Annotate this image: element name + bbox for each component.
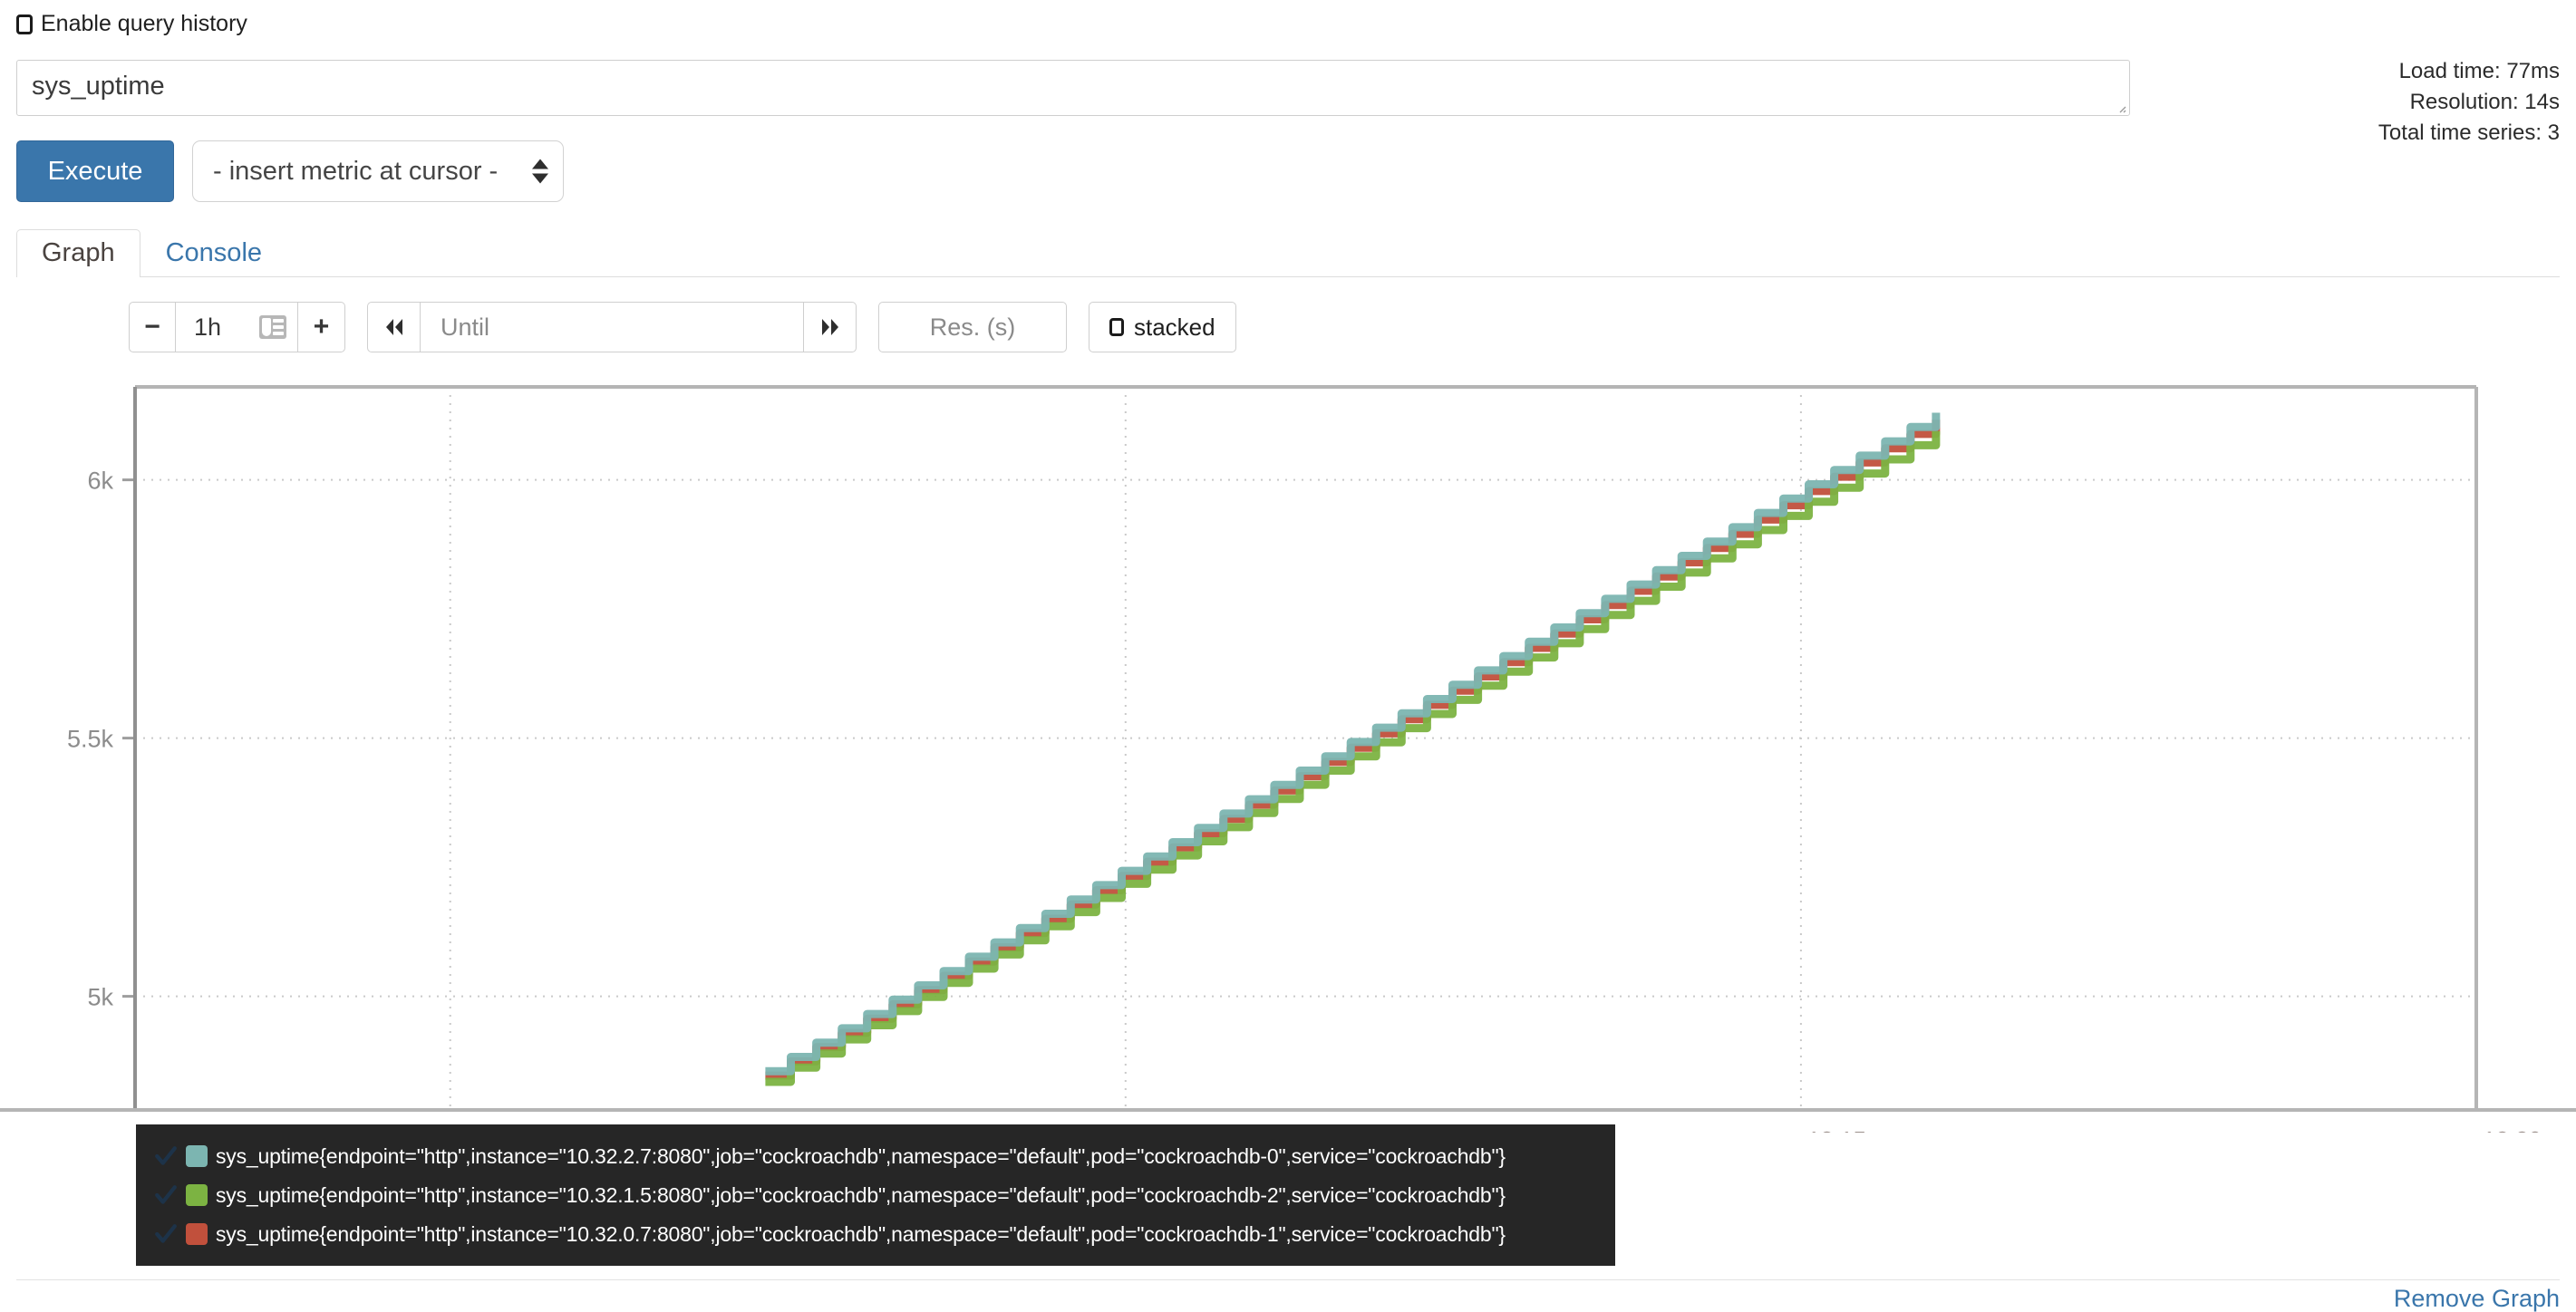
- svg-text:6k: 6k: [87, 468, 113, 495]
- graph-canvas[interactable]: 5k5.5k6k17:4518:0018:1518:30: [0, 362, 2576, 1133]
- check-icon[interactable]: [154, 1183, 178, 1207]
- legend-color-swatch: [186, 1145, 208, 1167]
- tab-graph[interactable]: Graph: [16, 229, 140, 277]
- legend-series-name: sys_uptime{endpoint="http",instance="10.…: [216, 1143, 1506, 1168]
- range-value: 1h: [194, 313, 222, 341]
- legend-item[interactable]: sys_uptime{endpoint="http",instance="10.…: [154, 1217, 1595, 1251]
- svg-text:5k: 5k: [87, 984, 113, 1011]
- until-input[interactable]: Until: [420, 302, 804, 352]
- step-forward-icon[interactable]: [804, 302, 857, 352]
- chevron-updown-icon: [532, 159, 548, 184]
- until-placeholder: Until: [441, 313, 490, 341]
- execute-button[interactable]: Execute: [16, 140, 174, 202]
- stacked-checkbox-icon[interactable]: [1109, 318, 1124, 336]
- resolution-placeholder: Res. (s): [929, 313, 1016, 341]
- svg-text:18:15: 18:15: [1807, 1126, 1866, 1133]
- remove-graph-link[interactable]: Remove Graph: [2393, 1285, 2560, 1312]
- until-control-group: Until: [367, 302, 857, 352]
- execute-row: Execute - insert metric at cursor -: [16, 140, 564, 202]
- svg-text:5.5k: 5.5k: [67, 726, 114, 753]
- double-left-arrow-icon: [385, 319, 402, 335]
- enable-query-history-toggle[interactable]: Enable query history: [16, 13, 247, 35]
- load-time-text: Load time: 77ms: [2398, 59, 2560, 83]
- stacked-label: stacked: [1134, 313, 1215, 341]
- legend-item[interactable]: sys_uptime{endpoint="http",instance="10.…: [154, 1139, 1595, 1173]
- expression-input-wrapper: [16, 60, 2130, 116]
- query-history-label: Enable query history: [41, 11, 247, 36]
- increase-range-button[interactable]: +: [298, 302, 345, 352]
- stacked-toggle[interactable]: stacked: [1089, 302, 1236, 352]
- range-input[interactable]: 1h: [176, 302, 298, 352]
- legend-color-swatch: [186, 1184, 208, 1206]
- panel-divider: [16, 1279, 2560, 1280]
- calendar-icon[interactable]: [259, 315, 286, 339]
- legend-color-swatch: [186, 1223, 208, 1245]
- legend-series-name: sys_uptime{endpoint="http",instance="10.…: [216, 1221, 1506, 1246]
- series-legend: sys_uptime{endpoint="http",instance="10.…: [136, 1124, 1615, 1266]
- query-stats: Load time: 77ms Resolution: 14s Total ti…: [2378, 56, 2560, 149]
- svg-text:18:30: 18:30: [2483, 1126, 2542, 1133]
- legend-item[interactable]: sys_uptime{endpoint="http",instance="10.…: [154, 1178, 1595, 1212]
- view-tabs: Graph Console: [16, 225, 2560, 277]
- insert-metric-select-value: - insert metric at cursor -: [213, 156, 499, 186]
- legend-series-name: sys_uptime{endpoint="http",instance="10.…: [216, 1182, 1506, 1207]
- check-icon[interactable]: [154, 1144, 178, 1168]
- double-right-arrow-icon: [821, 319, 838, 335]
- check-icon[interactable]: [154, 1222, 178, 1246]
- tab-console[interactable]: Console: [165, 238, 263, 267]
- timeseries-chart[interactable]: 5k5.5k6k17:4518:0018:1518:30: [0, 362, 2576, 1133]
- expression-input[interactable]: [16, 60, 2130, 116]
- step-backward-icon[interactable]: [367, 302, 420, 352]
- insert-metric-select[interactable]: - insert metric at cursor -: [192, 140, 564, 202]
- decrease-range-button[interactable]: −: [129, 302, 176, 352]
- total-series-text: Total time series: 3: [2377, 121, 2560, 146]
- graph-controls-toolbar: − 1h + Until: [129, 302, 1236, 352]
- range-control-group: − 1h +: [129, 302, 345, 352]
- query-history-checkbox-icon[interactable]: [16, 14, 33, 34]
- resolution-text: Resolution: 14s: [2409, 90, 2560, 115]
- resolution-input[interactable]: Res. (s): [878, 302, 1067, 352]
